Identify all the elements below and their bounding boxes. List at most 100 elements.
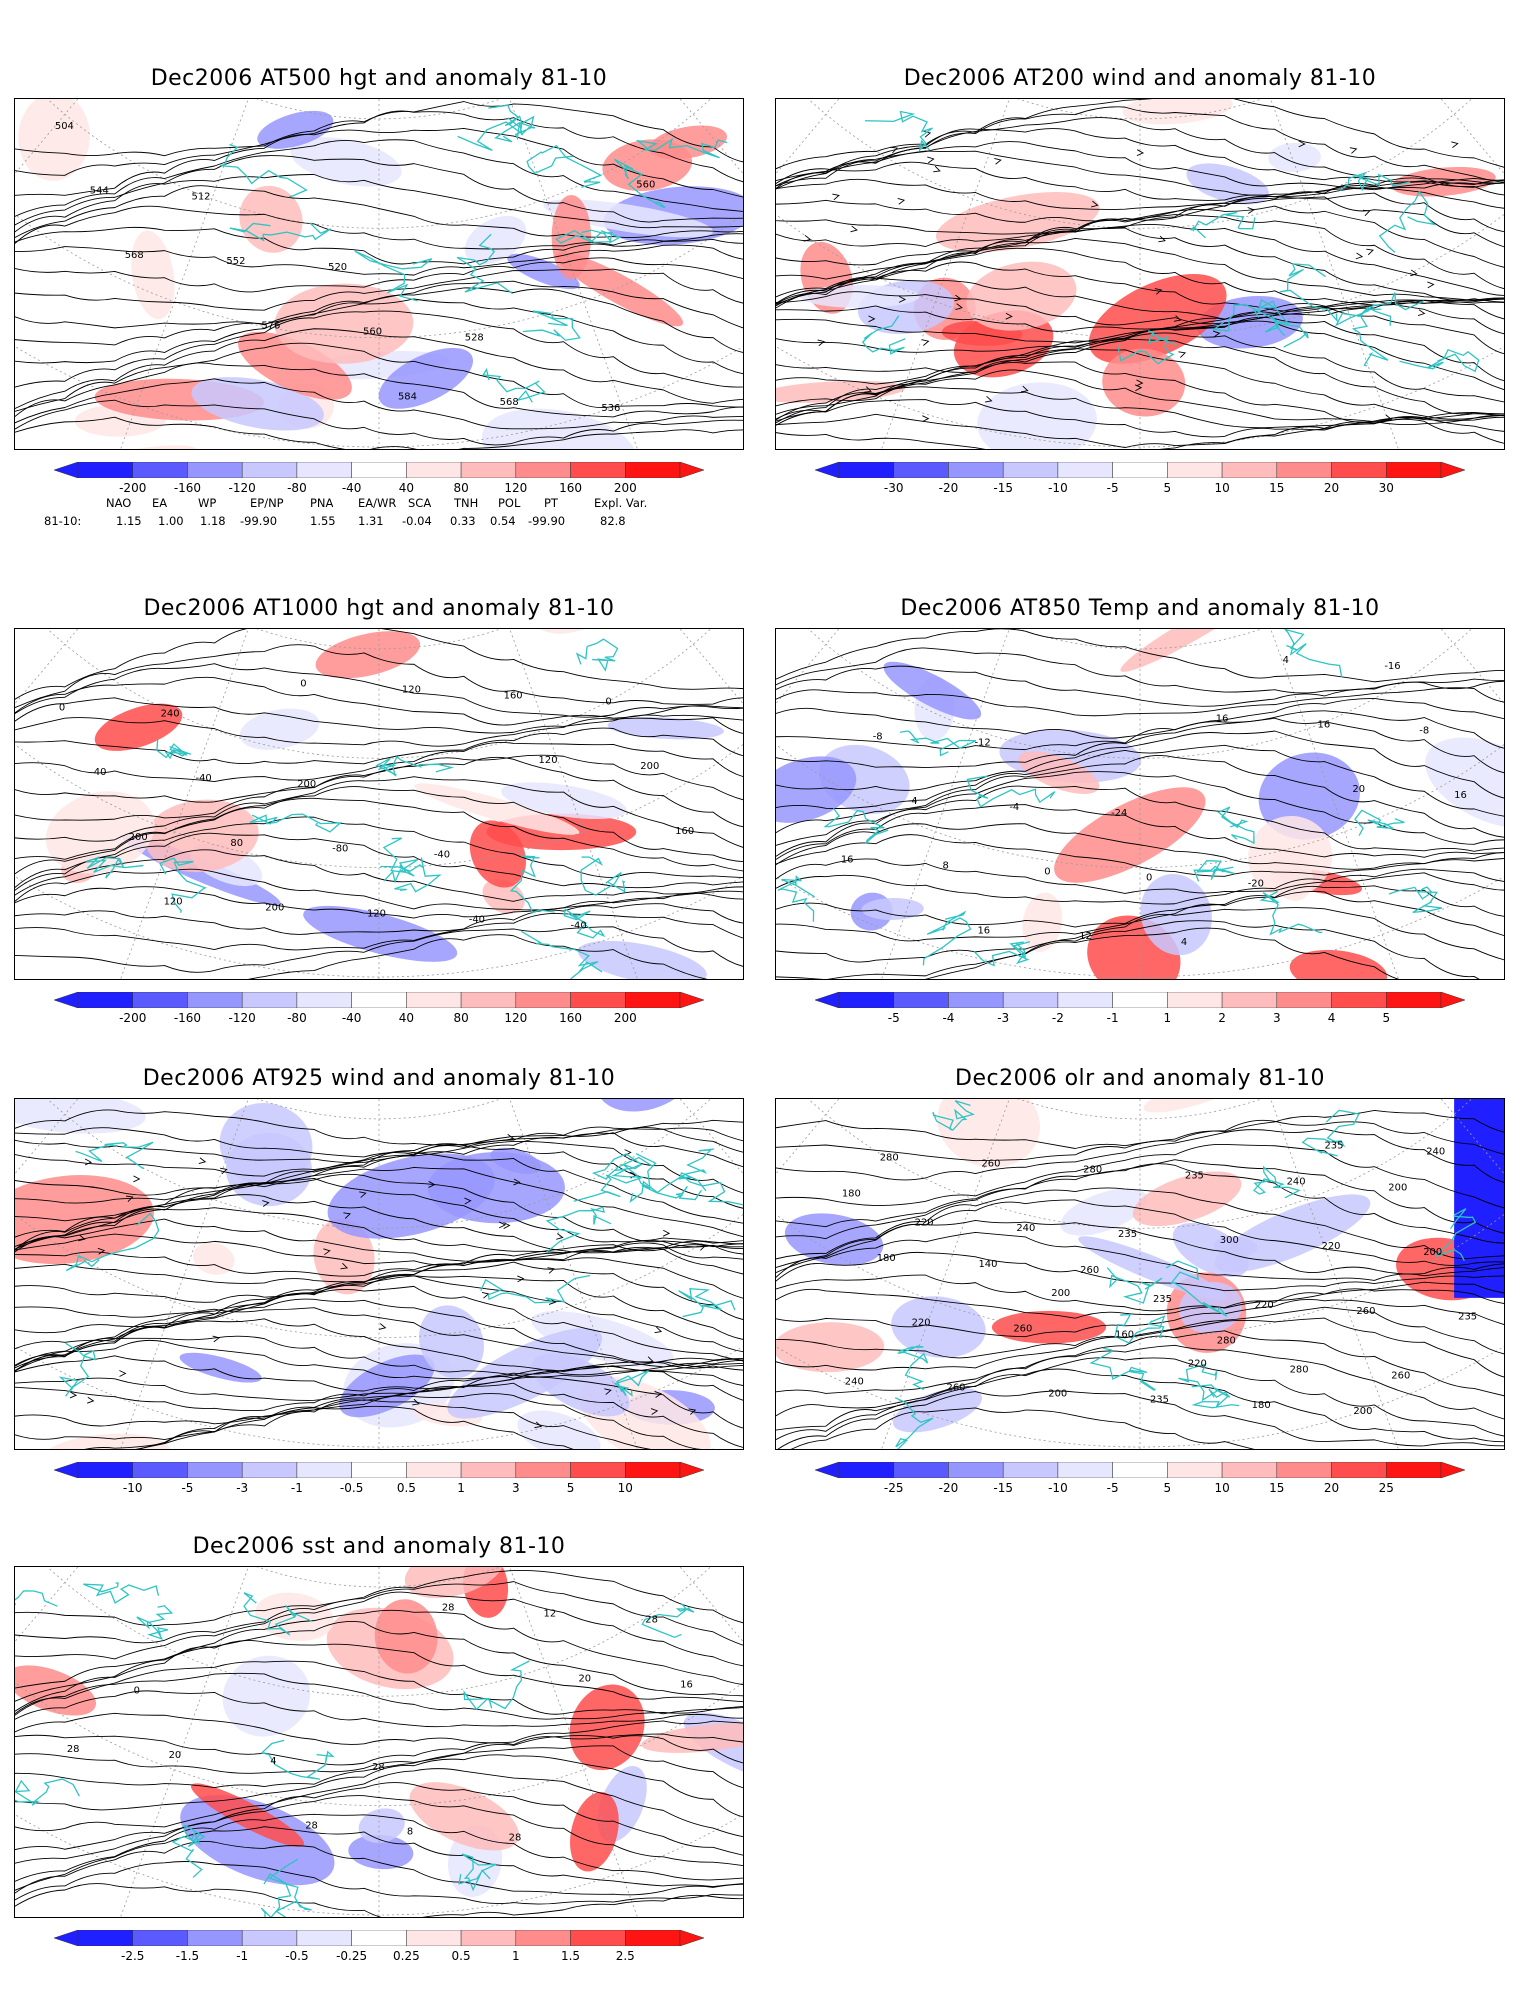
- coastline: [1089, 1347, 1156, 1391]
- contour-label: 0: [134, 1685, 140, 1696]
- anomaly-shading: [977, 382, 1097, 449]
- colorbar-segment: [1276, 462, 1332, 478]
- colorbar-tick-label: 2: [1218, 1011, 1226, 1025]
- contour-line: [15, 1795, 743, 1870]
- coastline: [509, 855, 555, 914]
- colorbar-right-arrow: [679, 1930, 704, 1946]
- contour-label: 220: [1188, 1358, 1207, 1369]
- colorbar-tick-label: -40: [341, 1011, 362, 1025]
- map-plot: [14, 1098, 744, 1450]
- contour-line: [776, 1299, 1504, 1338]
- tele-value: -99.90: [240, 514, 278, 528]
- wind-arrow: [994, 157, 1002, 165]
- coastline: [15, 1590, 58, 1620]
- coastline: [635, 1153, 702, 1201]
- wind-arrow: [517, 1275, 525, 1283]
- meridian: [1139, 629, 1421, 979]
- wind-arrow: [498, 1221, 507, 1229]
- streamline: [15, 1335, 743, 1378]
- coastline: [864, 110, 933, 153]
- contour-line: [15, 1782, 743, 1860]
- colorbar-tick-label: 5: [1382, 1011, 1391, 1025]
- streamline: [776, 316, 1504, 383]
- meridian: [859, 99, 1141, 449]
- coastline: [861, 315, 906, 355]
- contour-line: [15, 1591, 743, 1669]
- contour-label: 0: [59, 703, 65, 714]
- colorbar-segment: [1221, 462, 1278, 478]
- colorbar-segment: [1221, 992, 1278, 1008]
- contour-line: [15, 1660, 743, 1715]
- streamline: [15, 1275, 743, 1342]
- contour-label: 235: [1118, 1229, 1137, 1240]
- anomaly-shading: [339, 1354, 435, 1418]
- wind-arrow: [817, 339, 826, 347]
- contour-label: 240: [161, 709, 180, 720]
- coastline: [1301, 1109, 1360, 1157]
- contour-label: 16: [1318, 719, 1331, 730]
- colorbar-tick-label: -80: [287, 481, 307, 495]
- contour-label: -8: [873, 731, 883, 742]
- colorbar-segment: [77, 1462, 133, 1478]
- contour-label: 260: [1013, 1324, 1032, 1335]
- panel-title: Dec2006 AT200 wind and anomaly 81-10: [903, 66, 1377, 91]
- latitude-circle: [776, 1099, 1504, 1120]
- colorbar-tick-label: 120: [504, 1011, 528, 1025]
- anomaly-shading: [569, 1684, 645, 1771]
- colorbar-tick-label: 10: [1214, 481, 1230, 495]
- colorbar-segment: [406, 992, 462, 1008]
- contour-line: [776, 1128, 1504, 1185]
- contour-label: 220: [915, 1217, 934, 1228]
- wind-arrow: [803, 234, 812, 242]
- contour-label: 4: [1181, 937, 1187, 948]
- colorbar-tick-label: -0.5: [339, 1481, 364, 1495]
- contour-line: [776, 834, 1504, 877]
- contour-line: [15, 174, 743, 233]
- contour-line: [776, 785, 1504, 857]
- coastline: [1334, 292, 1425, 327]
- contour-line: [15, 754, 743, 805]
- colorbar-tick-label: -15: [993, 1481, 1013, 1495]
- wind-arrow: [340, 1262, 349, 1270]
- colorbar-right-arrow: [679, 462, 704, 478]
- coastline: [375, 755, 455, 777]
- contour-line: [776, 872, 1504, 905]
- panel-title: Dec2006 AT500 hgt and anomaly 81-10: [150, 66, 608, 91]
- anomaly-shading: [418, 1305, 484, 1379]
- contour-line: [776, 885, 1504, 928]
- wind-arrow: [890, 146, 899, 154]
- contour-line: [776, 755, 1504, 839]
- coastline: [1435, 1208, 1477, 1261]
- contour-line: [776, 804, 1504, 860]
- colorbar: -200 -160 -120 -80 -40 40 80 120 160 200: [54, 462, 704, 495]
- colorbar-segment: [132, 1930, 188, 1946]
- colorbar: -25 -20 -15 -10 -5 5 10 15 20 25: [815, 1462, 1465, 1495]
- colorbar-segment: [187, 992, 243, 1008]
- tele-header: NAO: [106, 496, 132, 510]
- coastline: [482, 367, 546, 403]
- coastline: [1165, 1260, 1228, 1317]
- colorbar-segment: [515, 1462, 571, 1478]
- contour-line: [776, 1231, 1504, 1281]
- contour-line: [776, 927, 1504, 979]
- wind-arrow: [864, 386, 872, 393]
- contour-label: 280: [1083, 1165, 1102, 1176]
- contour-line: [15, 756, 743, 829]
- tele-header: SCA: [408, 496, 432, 510]
- coastline: [458, 1853, 497, 1892]
- coastline: [1388, 886, 1443, 914]
- contour-line: [15, 797, 743, 875]
- colorbar-tick-label: 1: [511, 1949, 520, 1963]
- colorbar-swatches: [815, 1462, 1465, 1478]
- contour-line: [776, 1109, 1504, 1149]
- coastline: [1193, 860, 1235, 882]
- colorbar-swatches: [54, 1462, 704, 1478]
- colorbar-tick-label: -1: [236, 1949, 249, 1963]
- streamline: [15, 1399, 743, 1449]
- coastline: [1114, 1313, 1166, 1344]
- contour-label: -8: [1419, 725, 1429, 736]
- coastline: [156, 738, 192, 760]
- contour-label: 200: [1048, 1388, 1067, 1399]
- contour-label: -12: [974, 737, 990, 748]
- streamline: [15, 1207, 743, 1254]
